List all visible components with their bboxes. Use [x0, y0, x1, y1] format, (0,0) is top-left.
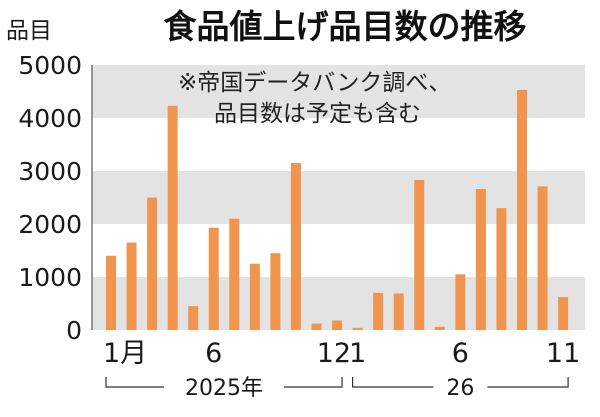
- bar-2026-01: [352, 327, 363, 330]
- y-axis-unit-label: 品目: [6, 18, 52, 44]
- chart-note-line-1: ※帝国データバンク調べ、: [178, 70, 451, 96]
- bar-2025-05: [188, 306, 199, 330]
- year-label-2026-01: 26: [446, 376, 474, 401]
- y-tick-labels: 0 1000 2000 3000 4000 5000: [18, 51, 82, 345]
- bar-2026-05: [434, 326, 445, 330]
- bar-2025-10: [290, 163, 301, 330]
- year-bracket-right-2026-01: [487, 377, 569, 388]
- bar-2025-11: [311, 323, 322, 330]
- y-tick-5000: 5000: [18, 51, 82, 80]
- bar-2025-09: [270, 253, 281, 330]
- y-tick-0: 0: [66, 316, 82, 345]
- bar-2026-11: [558, 297, 569, 330]
- x-tick-2026-06: 6: [452, 338, 469, 369]
- bar-2025-01: [106, 255, 116, 330]
- bar-2026-04: [414, 180, 425, 330]
- x-tick-2025-06: 6: [205, 338, 222, 369]
- year-bracket-right-2025-01: [284, 377, 343, 388]
- bar-2026-02: [373, 292, 384, 330]
- bar-2026-08: [496, 208, 507, 330]
- bar-2025-02: [126, 242, 137, 330]
- y-tick-4000: 4000: [18, 104, 82, 133]
- bar-2026-06: [455, 274, 466, 330]
- x-tick-2026-11: 11: [546, 338, 580, 369]
- year-bracket-left-2025-01: [105, 377, 165, 388]
- x-tick-labels: 1月 6 121 6 11: [103, 338, 580, 369]
- bar-2026-10: [537, 186, 548, 330]
- chart-title: 食品値上げ品目数の推移: [164, 7, 527, 46]
- y-tick-1000: 1000: [18, 263, 82, 292]
- bar-2025-06: [208, 227, 219, 330]
- bars: [106, 89, 569, 330]
- bar-2025-12: [332, 320, 343, 330]
- bar-2026-09: [517, 89, 527, 330]
- bar-2025-08: [249, 263, 260, 330]
- year-bracket-left-2026-01: [352, 377, 434, 388]
- grid-band-1: [92, 171, 585, 224]
- bar-2026-03: [393, 293, 404, 330]
- year-groups: 2025年 26: [105, 376, 569, 401]
- y-tick-3000: 3000: [18, 157, 82, 186]
- x-tick-2025-12: 12: [317, 338, 351, 369]
- chart-note-line-2: 品目数は予定も含む: [214, 101, 421, 127]
- x-tick-2026-01: 1: [349, 338, 366, 369]
- bar-2025-07: [229, 218, 240, 330]
- bar-2026-07: [475, 189, 486, 330]
- x-tick-2025-01: 1月: [103, 338, 147, 369]
- bar-2025-03: [147, 197, 158, 330]
- y-tick-2000: 2000: [18, 210, 82, 239]
- bar-2025-04: [167, 105, 178, 330]
- year-label-2025-01: 2025年: [185, 376, 263, 401]
